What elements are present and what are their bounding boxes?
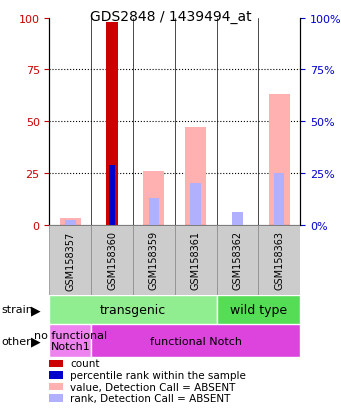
Bar (49, 225, 91, 295)
Text: GSM158363: GSM158363 (274, 231, 284, 290)
Bar (133, 225, 175, 295)
Text: ▶: ▶ (31, 334, 40, 347)
Text: count: count (70, 358, 100, 368)
Text: strain: strain (2, 305, 33, 315)
Bar (190, 184, 201, 225)
Bar (91, 324, 300, 357)
Bar (149, 198, 159, 225)
Text: other: other (2, 336, 31, 346)
Bar (49, 295, 217, 324)
Bar (65, 221, 76, 225)
Bar (175, 225, 217, 295)
Text: value, Detection Call = ABSENT: value, Detection Call = ABSENT (70, 382, 235, 392)
Bar (106, 23, 118, 225)
Text: rank, Detection Call = ABSENT: rank, Detection Call = ABSENT (70, 393, 230, 403)
Bar (49, 324, 91, 357)
Bar (217, 295, 300, 324)
Bar (185, 128, 206, 225)
Bar (144, 171, 164, 225)
Bar (217, 225, 258, 295)
Bar (274, 173, 284, 225)
Text: GSM158361: GSM158361 (191, 231, 201, 290)
Bar (269, 95, 290, 225)
Text: GSM158357: GSM158357 (65, 231, 75, 290)
Text: transgenic: transgenic (100, 303, 166, 316)
Text: GDS2848 / 1439494_at: GDS2848 / 1439494_at (90, 10, 251, 24)
Bar (60, 219, 81, 225)
Text: GSM158362: GSM158362 (233, 231, 242, 290)
Text: functional Notch: functional Notch (150, 336, 242, 346)
Text: percentile rank within the sample: percentile rank within the sample (70, 370, 246, 380)
Bar (91, 225, 133, 295)
Text: GSM158359: GSM158359 (149, 231, 159, 290)
Bar (258, 225, 300, 295)
Text: no functional
Notch1: no functional Notch1 (34, 330, 107, 351)
Text: GSM158360: GSM158360 (107, 231, 117, 290)
Text: ▶: ▶ (31, 303, 40, 316)
Bar (109, 165, 115, 225)
Bar (232, 213, 243, 225)
Text: wild type: wild type (230, 303, 287, 316)
